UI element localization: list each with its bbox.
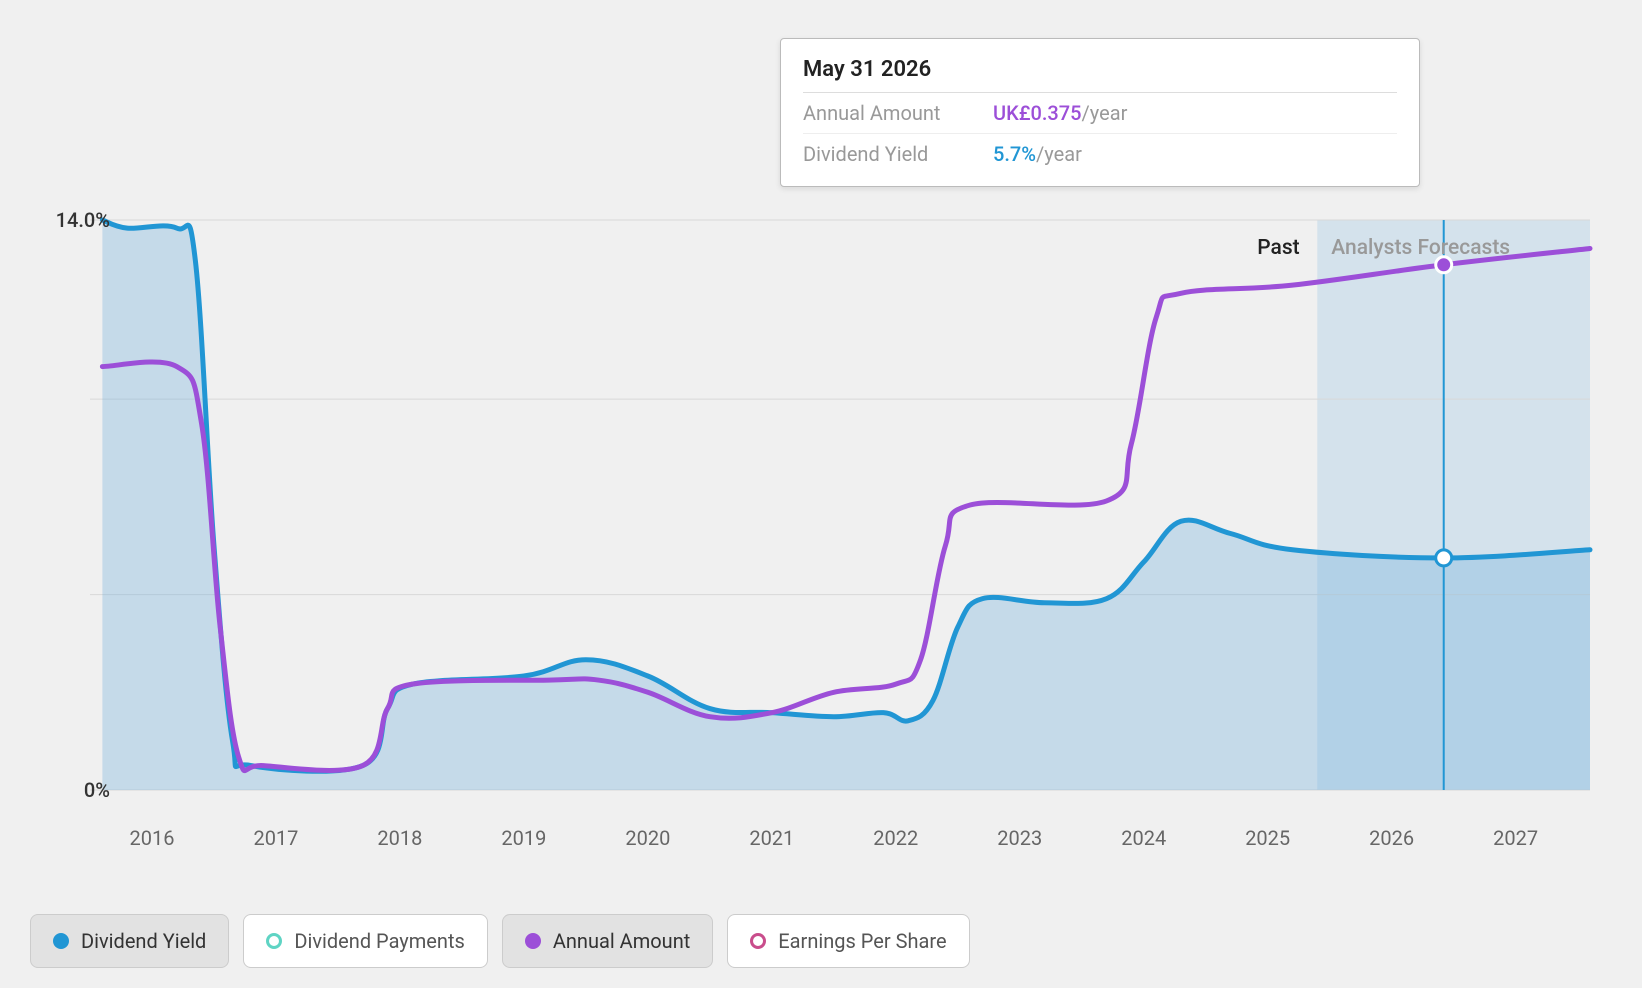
tooltip: May 31 2026 Annual AmountUK£0.375/yearDi… <box>780 38 1420 187</box>
y-tick-label: 14.0% <box>56 208 110 232</box>
x-tick-label: 2019 <box>501 826 546 850</box>
legend-marker-icon <box>750 933 766 949</box>
past-label: Past <box>1257 236 1299 260</box>
legend-item-label: Annual Amount <box>553 929 690 953</box>
tooltip-row-label: Annual Amount <box>803 101 993 125</box>
legend-marker-icon <box>266 933 282 949</box>
plot-area[interactable]: Past Analysts Forecasts <box>90 220 1590 790</box>
legend-marker-icon <box>53 933 69 949</box>
forecast-label: Analysts Forecasts <box>1331 236 1510 260</box>
tooltip-row-value: 5.7%/year <box>993 142 1082 166</box>
tooltip-row-label: Dividend Yield <box>803 142 993 166</box>
legend-item-dividend-payments[interactable]: Dividend Payments <box>243 914 487 968</box>
tooltip-row: Annual AmountUK£0.375/year <box>803 93 1397 134</box>
legend-item-label: Dividend Yield <box>81 929 206 953</box>
yield-marker <box>1436 550 1452 566</box>
y-tick-label: 0% <box>84 778 110 802</box>
x-tick-label: 2026 <box>1369 826 1414 850</box>
x-tick-label: 2022 <box>873 826 918 850</box>
legend: Dividend Yield Dividend Payments Annual Am… <box>30 914 970 968</box>
tooltip-row: Dividend Yield5.7%/year <box>803 134 1397 174</box>
x-tick-label: 2021 <box>749 826 794 850</box>
legend-item-label: Dividend Payments <box>294 929 464 953</box>
plot-svg <box>90 220 1590 790</box>
x-tick-label: 2024 <box>1121 826 1166 850</box>
x-tick-label: 2020 <box>625 826 670 850</box>
chart-container: Past Analysts Forecasts May 31 2026 Annu… <box>30 30 1610 958</box>
legend-item-earnings-per-share[interactable]: Earnings Per Share <box>727 914 969 968</box>
x-tick-label: 2023 <box>997 826 1042 850</box>
x-tick-label: 2027 <box>1493 826 1538 850</box>
legend-item-annual-amount[interactable]: Annual Amount <box>502 914 713 968</box>
legend-marker-icon <box>525 933 541 949</box>
tooltip-rows: Annual AmountUK£0.375/yearDividend Yield… <box>803 93 1397 174</box>
tooltip-row-value: UK£0.375/year <box>993 101 1127 125</box>
tooltip-title: May 31 2026 <box>803 57 1397 93</box>
x-tick-label: 2025 <box>1245 826 1290 850</box>
x-tick-label: 2017 <box>253 826 298 850</box>
x-tick-label: 2016 <box>129 826 174 850</box>
x-tick-label: 2018 <box>377 826 422 850</box>
legend-item-label: Earnings Per Share <box>778 929 946 953</box>
legend-item-dividend-yield[interactable]: Dividend Yield <box>30 914 229 968</box>
